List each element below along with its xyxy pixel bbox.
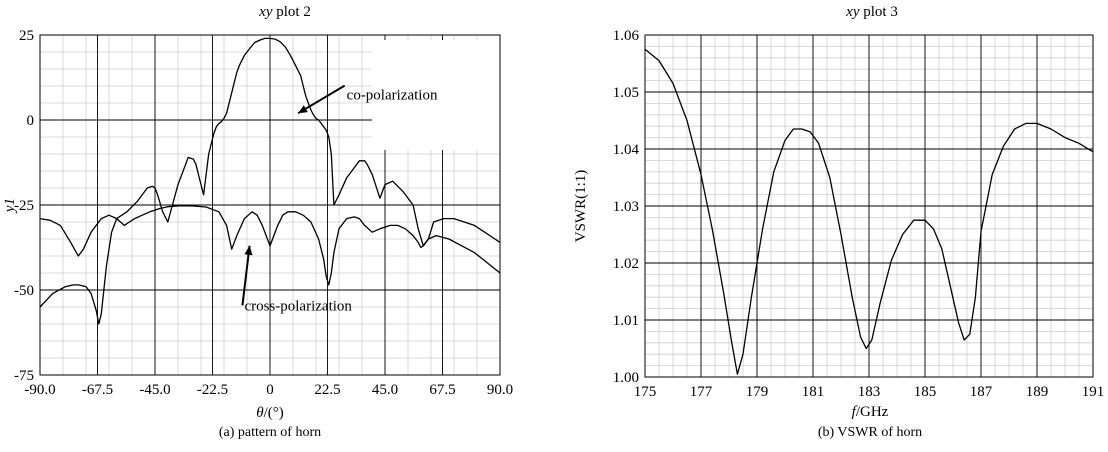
chart-b-x-tick-label: 175: [634, 384, 657, 400]
chart-a-x-tick-label: 0: [266, 382, 274, 398]
chart-b-x-axis-label: f/GHz: [852, 404, 889, 420]
chart-a-x-tick-label: 67.5: [429, 382, 455, 398]
chart-a-annotations: co-polarization cross-polarization: [241, 84, 438, 314]
chart-b-y-tick-label: 1.04: [613, 142, 640, 158]
chart-b-series-line-0: [644, 48, 1094, 375]
chart-a-series: [39, 37, 501, 325]
chart-a-y-tick-label: 0: [27, 113, 35, 129]
chart-a-x-axis-label: θ/(°): [256, 405, 284, 421]
chart-a-y-axis-label: y1: [2, 198, 18, 214]
chart-a-x-tick-label: -67.5: [82, 382, 113, 398]
chart-b-plot-frame: [644, 34, 1094, 378]
chart-b-y-tick-label: 1.01: [613, 313, 639, 329]
chart-a-x-tick-label: -90.0: [24, 382, 55, 398]
chart-a-y-tick-labels: -75 -50 -25 0 25: [14, 28, 34, 384]
chart-a-annotation-arrow-line: [297, 84, 346, 115]
chart-a-x-tick-label: 90.0: [487, 382, 513, 398]
chart-b-y-tick-label: 1.02: [613, 256, 639, 272]
chart-a-series-line-1: [39, 205, 501, 286]
chart-a-x-tick-label: 22.5: [314, 382, 340, 398]
chart-a-annotation-arrowhead: [244, 245, 253, 256]
chart-b-x-tick-label: 177: [690, 384, 713, 400]
chart-b-y-axis-label: VSWR(1:1): [573, 170, 589, 243]
chart-b-x-tick-label: 191: [1082, 384, 1105, 400]
chart-b-x-tick-label: 181: [802, 384, 825, 400]
chart-a-x-tick-label: -22.5: [197, 382, 228, 398]
chart-b-x-tick-label: 189: [1026, 384, 1049, 400]
chart-a-x-tick-label: -45.0: [139, 382, 170, 398]
chart-b-x-tick-label: 183: [858, 384, 881, 400]
chart-b-caption: (b) VSWR of horn: [818, 425, 922, 440]
chart-a-x-tick-label: 45.0: [372, 382, 398, 398]
chart-a-annotation-label: co-polarization: [347, 88, 438, 104]
chart-a-y-tick-label: -75: [14, 368, 34, 384]
chart-a-plot-frame: [39, 34, 501, 376]
chart-a-y-tick-label: 25: [19, 28, 34, 44]
chart-b-series: [644, 48, 1094, 375]
chart-a: xy plot 2 -90.0 -67.5 -45.0 -22.5 0 22.5 45.0 6…: [2, 4, 513, 440]
chart-a-annotation-label: cross-polarization: [244, 298, 352, 314]
chart-b-y-tick-label: 1.06: [613, 28, 640, 44]
chart-a-caption: (a) pattern of horn: [219, 425, 321, 440]
chart-b-grid: [644, 34, 1094, 378]
chart-b-x-tick-label: 179: [746, 384, 769, 400]
chart-b-y-tick-labels: 1.00 1.01 1.02 1.03 1.04 1.05 1.06: [613, 28, 640, 386]
chart-a-annotation-arrowhead: [298, 105, 308, 114]
chart-a-series-line-0: [39, 37, 501, 325]
chart-b-title: xy plot 3: [845, 4, 898, 20]
chart-a-y-tick-label: -25: [14, 198, 34, 214]
chart-b-y-tick-label: 1.05: [613, 85, 639, 101]
chart-b-x-tick-labels: 175 177 179 181 183 185 187 189 191: [634, 384, 1105, 400]
chart-b: xy plot 3 175 177 179 181 183 185 187 189 191 1.…: [573, 4, 1104, 440]
chart-a-title: xy plot 2: [258, 4, 311, 20]
chart-a-annotation-arrow-line: [241, 245, 251, 306]
chart-b-y-tick-label: 1.03: [613, 199, 639, 215]
chart-b-x-tick-label: 187: [970, 384, 993, 400]
chart-a-y-tick-label: -50: [14, 283, 34, 299]
chart-b-y-tick-label: 1.00: [613, 370, 639, 386]
chart-b-x-tick-label: 185: [914, 384, 937, 400]
chart-a-x-tick-labels: -90.0 -67.5 -45.0 -22.5 0 22.5 45.0 67.5 90.0: [24, 382, 513, 398]
chart-a-label-background: [372, 40, 500, 150]
